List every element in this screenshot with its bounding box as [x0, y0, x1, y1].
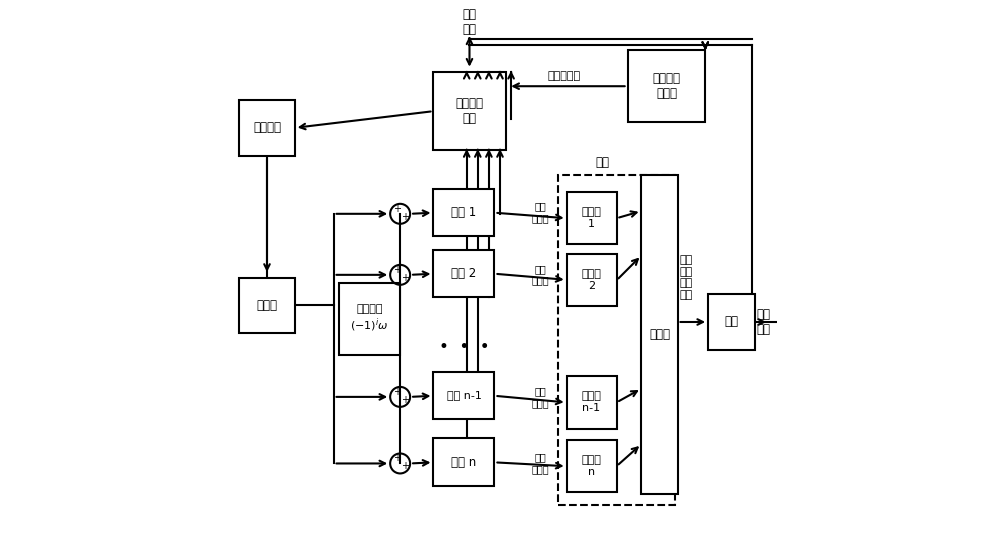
Text: 小齿轮
2: 小齿轮 2	[582, 269, 601, 291]
FancyBboxPatch shape	[339, 283, 400, 355]
FancyBboxPatch shape	[433, 372, 494, 419]
Text: 广义耦合
误差: 广义耦合 误差	[455, 97, 483, 125]
Text: +: +	[401, 395, 409, 405]
FancyBboxPatch shape	[433, 72, 506, 150]
FancyBboxPatch shape	[567, 191, 617, 244]
Text: 积分滑模: 积分滑模	[253, 122, 281, 134]
Text: +: +	[401, 273, 409, 283]
Text: 已辨识参数: 已辨识参数	[547, 70, 580, 80]
Text: +: +	[393, 265, 401, 275]
FancyBboxPatch shape	[641, 175, 678, 494]
FancyBboxPatch shape	[567, 254, 617, 306]
Text: 位置
输出: 位置 输出	[757, 308, 771, 336]
Text: 小齿轮
n: 小齿轮 n	[582, 455, 601, 477]
Text: +: +	[393, 204, 401, 214]
Text: 位置
与速度: 位置 与速度	[532, 453, 549, 475]
Text: 大齿轮: 大齿轮	[649, 328, 670, 341]
FancyBboxPatch shape	[239, 100, 295, 155]
Text: 电机 1: 电机 1	[451, 206, 477, 219]
FancyBboxPatch shape	[239, 278, 295, 333]
Text: 齿隙: 齿隙	[596, 157, 610, 169]
Text: +: +	[393, 453, 401, 463]
FancyBboxPatch shape	[567, 376, 617, 428]
Text: +: +	[393, 387, 401, 397]
Text: 负载: 负载	[725, 315, 739, 329]
Text: +: +	[401, 461, 409, 471]
Text: 位置
与速度: 位置 与速度	[532, 264, 549, 286]
Text: 小齿轮
n-1: 小齿轮 n-1	[582, 391, 601, 413]
Text: 参考
信号: 参考 信号	[462, 8, 476, 36]
Text: •  •  •: • • •	[439, 338, 489, 356]
Text: 位置
与速度: 位置 与速度	[532, 201, 549, 223]
FancyBboxPatch shape	[433, 250, 494, 297]
FancyBboxPatch shape	[433, 189, 494, 236]
Text: 位置
与速度: 位置 与速度	[532, 386, 549, 408]
Text: 偏置力矩
$(-1)^i\omega$: 偏置力矩 $(-1)^i\omega$	[350, 304, 389, 334]
Text: 电机 n-1: 电机 n-1	[447, 391, 481, 401]
Text: 电机 n: 电机 n	[451, 456, 477, 468]
FancyBboxPatch shape	[567, 440, 617, 492]
Text: 小齿轮
1: 小齿轮 1	[582, 207, 601, 229]
FancyBboxPatch shape	[433, 438, 494, 486]
Text: 自适应参
数辨识: 自适应参 数辨识	[652, 72, 680, 100]
Text: 负载
的位
置与
速度: 负载 的位 置与 速度	[679, 255, 692, 300]
Text: 控制器: 控制器	[256, 299, 277, 312]
FancyBboxPatch shape	[628, 50, 705, 122]
Text: 电机 2: 电机 2	[451, 267, 477, 280]
Bar	[558, 175, 675, 505]
Text: +: +	[401, 212, 409, 222]
FancyBboxPatch shape	[708, 294, 755, 350]
